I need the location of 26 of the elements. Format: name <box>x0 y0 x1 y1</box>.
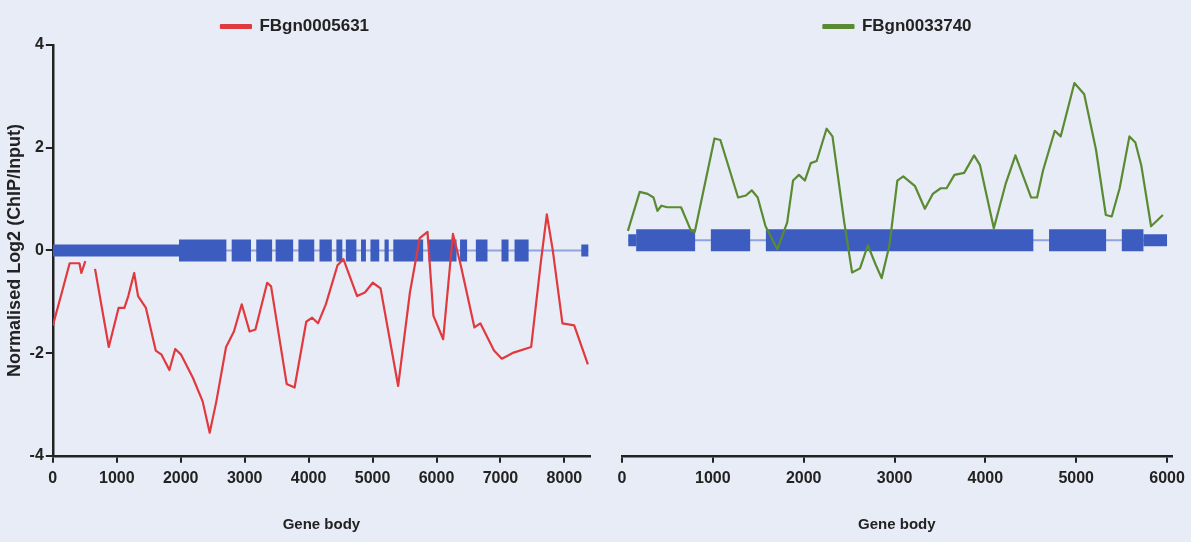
x-tick-label: 6000 <box>418 468 455 486</box>
x-tick-label: 1000 <box>98 468 135 486</box>
x-axis-title: Gene body <box>858 515 937 533</box>
y-tick-label: 0 <box>34 240 44 258</box>
x-tick-label: 5000 <box>354 468 391 486</box>
x-tick-label: 4000 <box>290 468 327 486</box>
x-tick-label: 2000 <box>785 468 822 486</box>
x-tick-label: 5000 <box>1058 468 1095 486</box>
x-tick-label: 1000 <box>695 468 731 486</box>
y-tick-label: 2 <box>34 138 44 156</box>
y-tick-label: -4 <box>29 446 44 464</box>
x-tick-label: 3000 <box>876 468 913 486</box>
y-tick-label: 4 <box>34 35 44 53</box>
x-tick-label: 7000 <box>482 468 519 486</box>
x-tick-label: 3000 <box>226 468 263 486</box>
legend-label: FBgn0033740 <box>861 16 972 36</box>
x-tick-label: 6000 <box>1149 468 1185 486</box>
y-tick-label: -2 <box>29 343 44 361</box>
x-tick-label: 2000 <box>162 468 199 486</box>
x-tick-label: 8000 <box>546 468 583 486</box>
x-tick-label: 0 <box>48 468 58 486</box>
x-tick-label: 0 <box>617 468 627 486</box>
x-axis-title: Gene body <box>282 515 361 533</box>
x-tick-label: 4000 <box>967 468 1004 486</box>
y-axis-title: Normalised Log2 (ChIP/Input) <box>3 123 24 377</box>
legend-label: FBgn0005631 <box>259 16 370 36</box>
